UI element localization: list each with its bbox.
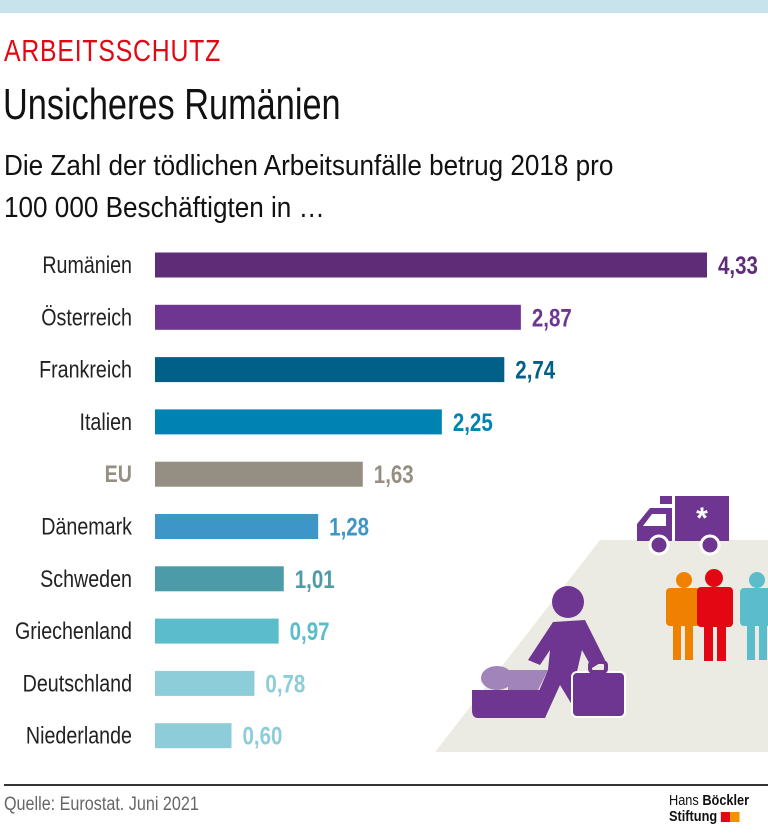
category-label: Österreich bbox=[41, 303, 132, 330]
value-label: 0,60 bbox=[242, 722, 282, 750]
logo-text-stiftung: Stiftung bbox=[669, 808, 718, 825]
value-label: 0,78 bbox=[265, 669, 305, 697]
bar-griechenland bbox=[155, 618, 279, 644]
source-note: Quelle: Eurostat. Juni 2021 bbox=[4, 794, 199, 815]
value-label: 2,25 bbox=[453, 408, 493, 436]
bar-schweden bbox=[155, 566, 284, 592]
ambulance-icon: * bbox=[637, 496, 729, 556]
kicker: ARBEITSSCHUTZ bbox=[4, 33, 222, 68]
bar-frankreich bbox=[155, 357, 505, 383]
bar-dänemark bbox=[155, 514, 319, 539]
bar-deutschland bbox=[155, 670, 255, 696]
category-label: Italien bbox=[79, 408, 132, 435]
category-label: Niederlande bbox=[26, 722, 132, 749]
bar-italien bbox=[155, 409, 442, 435]
value-label: 2,74 bbox=[515, 356, 555, 384]
chart-title: Unsicheres Rumänien bbox=[3, 80, 341, 129]
bar-österreich bbox=[155, 304, 521, 330]
category-label: Dänemark bbox=[41, 513, 132, 540]
logo-red-square bbox=[720, 812, 731, 823]
logo-text-hans: Hans bbox=[669, 792, 699, 809]
bar-eu bbox=[155, 461, 363, 487]
value-label: 2,87 bbox=[532, 303, 572, 331]
category-label: Frankreich bbox=[39, 356, 132, 383]
category-label: Griechenland bbox=[15, 617, 132, 644]
top-bar bbox=[0, 0, 768, 13]
bar-rumänien bbox=[155, 252, 707, 278]
logo-orange-square bbox=[730, 812, 740, 823]
subtitle-line-2: 100 000 Beschäftigten in … bbox=[4, 192, 325, 224]
value-label: 0,97 bbox=[290, 617, 330, 645]
svg-text:*: * bbox=[696, 502, 708, 535]
category-label: EU bbox=[105, 460, 132, 487]
category-label: Rumänien bbox=[42, 251, 132, 278]
value-label: 1,63 bbox=[374, 460, 414, 488]
value-label: 1,28 bbox=[329, 513, 369, 541]
footer-divider bbox=[4, 784, 768, 786]
logo-text-boeckler: Böckler bbox=[702, 792, 750, 809]
value-label: 4,33 bbox=[718, 251, 758, 279]
subtitle-line-1: Die Zahl der tödlichen Arbeitsunfälle be… bbox=[4, 150, 614, 182]
injured-person-icon bbox=[472, 586, 626, 718]
hans-boeckler-stiftung-logo: Hans Böckler Stiftung bbox=[669, 793, 749, 825]
category-label: Schweden bbox=[40, 565, 132, 592]
category-label: Deutschland bbox=[23, 670, 132, 697]
bar-niederlande bbox=[155, 723, 232, 749]
workers-icon bbox=[666, 569, 768, 661]
value-label: 1,01 bbox=[295, 565, 335, 593]
